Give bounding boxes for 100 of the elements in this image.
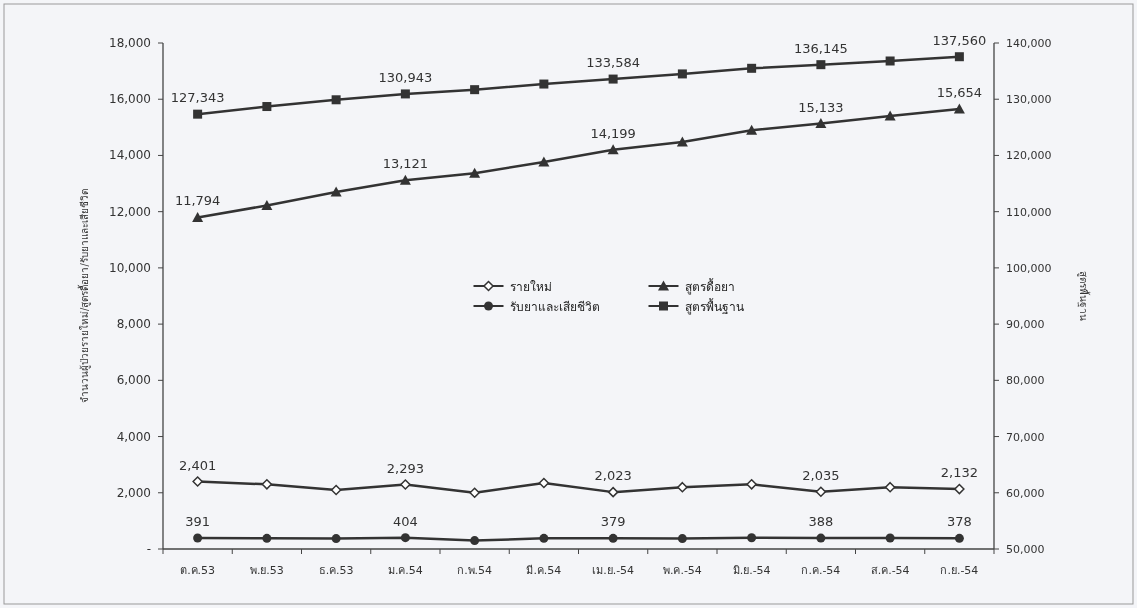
y2-tick-label: 130,000: [1006, 93, 1052, 107]
data-label: 130,943: [378, 69, 433, 85]
data-label: 137,560: [932, 32, 987, 48]
y-tick-label: 2,000: [116, 485, 151, 500]
y-tick-label: 18,000: [109, 36, 151, 50]
point: [815, 486, 827, 498]
data-label: 379: [600, 514, 626, 530]
y-axis-title: จำนวนผู้ป่วยรายใหม่/สูตรดื้อยา/รับยาและเสียชีวิต: [77, 189, 91, 403]
y2-tick-label: 100,000: [1006, 261, 1052, 275]
y-tick-label: 16,000: [109, 92, 151, 107]
point: [954, 533, 964, 543]
y2-tick-label: 110,000: [1006, 205, 1052, 219]
point: [192, 476, 203, 487]
data-label: 14,199: [590, 125, 636, 141]
y-tick-label: 6,000: [116, 373, 151, 388]
point: [816, 533, 826, 543]
data-label: 2,132: [940, 465, 978, 481]
legend-label: รายใหม่: [509, 280, 552, 294]
y-tick-label: 10,000: [109, 260, 151, 275]
x-tick-label: พ.ค.-54: [662, 564, 702, 577]
point: [193, 109, 203, 119]
y-tick-label: 8,000: [116, 317, 151, 332]
legend-label: สูตรพื้นฐาน: [684, 298, 744, 315]
point: [400, 533, 410, 543]
legend-label: รับยาและเสียชีวิต: [509, 300, 600, 314]
data-label: 133,584: [586, 55, 641, 71]
point: [261, 199, 273, 210]
x-tick-label: ก.ค.-54: [801, 564, 841, 577]
point: [192, 211, 204, 222]
x-tick-label: เม.ย.-54: [592, 564, 635, 577]
x-tick-label: ก.ย.-54: [940, 564, 979, 577]
data-label: 2,293: [386, 460, 424, 476]
point: [538, 477, 550, 489]
data-label: 136,145: [793, 40, 848, 56]
x-tick-label: ส.ค.-54: [870, 564, 910, 577]
data-label: 15,654: [936, 84, 983, 100]
point: [676, 136, 688, 147]
point: [954, 483, 965, 495]
y2-tick-label: 140,000: [1006, 37, 1052, 50]
point: [470, 536, 480, 546]
point: [193, 533, 203, 543]
data-label: 127,343: [170, 90, 225, 106]
y2-tick-label: 50,000: [1006, 543, 1045, 556]
y2-axis-title: สูตรพื้นฐาน: [1077, 271, 1091, 321]
y-tick-label: -: [146, 542, 151, 556]
point: [746, 124, 758, 135]
data-label: 2,401: [179, 457, 217, 473]
y2-tick-label: 90,000: [1006, 318, 1045, 332]
point: [954, 52, 964, 62]
x-tick-label: มิ.ย.-54: [732, 564, 771, 577]
x-tick-label: พ.ย.53: [249, 564, 284, 577]
y-tick-label: 14,000: [109, 148, 151, 163]
point: [677, 481, 688, 493]
point: [816, 60, 826, 70]
x-tick-label: มี.ค.54: [526, 564, 562, 577]
point: [262, 533, 272, 543]
point: [331, 534, 341, 544]
point: [747, 533, 757, 543]
data-label: 2,023: [594, 468, 632, 484]
point: [607, 486, 619, 498]
data-label: 13,121: [382, 156, 429, 172]
point: [884, 481, 896, 493]
y-tick-label: 12,000: [109, 204, 151, 219]
data-label: 404: [392, 513, 418, 529]
data-label: 388: [808, 514, 834, 530]
data-label: 15,133: [798, 99, 844, 115]
point: [469, 167, 481, 178]
data-label: 11,794: [174, 193, 221, 209]
x-tick-label: ธ.ค.53: [318, 564, 354, 577]
point: [399, 174, 411, 185]
data-label: 2,035: [802, 467, 840, 483]
x-tick-label: ก.พ.54: [457, 564, 493, 577]
point: [815, 118, 827, 129]
point: [330, 484, 342, 496]
legend-label: สูตรดื้อยา: [684, 278, 735, 295]
point: [608, 533, 618, 543]
point: [470, 85, 480, 95]
data-label: 391: [185, 514, 211, 530]
point: [469, 487, 480, 499]
point: [538, 156, 550, 167]
point: [400, 479, 411, 490]
y2-tick-label: 120,000: [1006, 149, 1052, 163]
point: [885, 533, 895, 543]
point: [885, 56, 895, 66]
point: [331, 95, 341, 105]
point: [677, 534, 687, 544]
point: [953, 103, 965, 114]
point: [539, 79, 549, 89]
x-tick-label: ต.ค.53: [180, 564, 216, 577]
point: [400, 89, 410, 99]
point: [747, 63, 757, 73]
y-tick-label: 4,000: [116, 429, 151, 444]
point: [539, 533, 549, 543]
x-tick-label: ม.ค.54: [387, 564, 423, 577]
data-label: 378: [946, 514, 972, 530]
point: [261, 479, 273, 490]
y2-tick-label: 80,000: [1006, 374, 1045, 388]
point: [607, 144, 619, 155]
point: [746, 479, 757, 490]
y2-tick-label: 70,000: [1006, 430, 1045, 444]
